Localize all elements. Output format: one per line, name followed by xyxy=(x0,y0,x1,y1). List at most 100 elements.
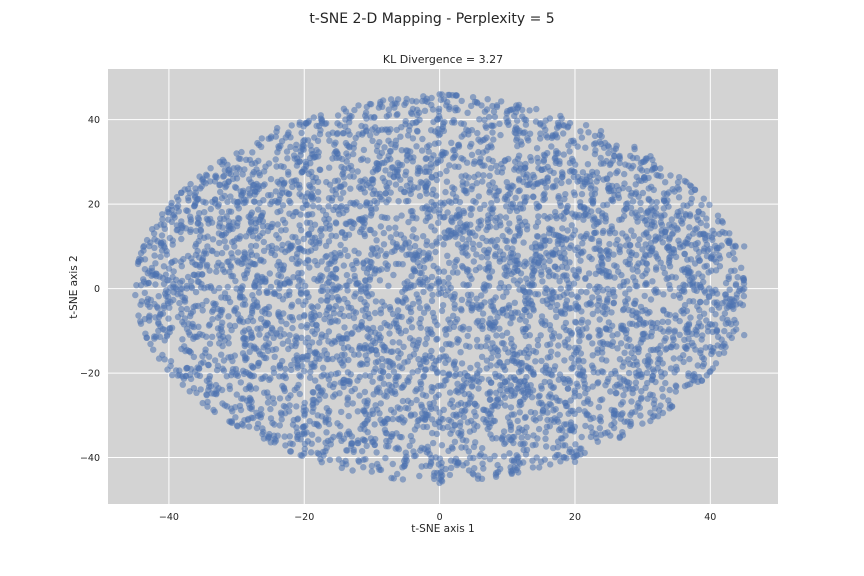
scatter-point xyxy=(316,339,323,346)
scatter-point xyxy=(469,94,477,101)
scatter-point xyxy=(320,371,327,378)
scatter-point xyxy=(413,127,421,135)
scatter-point xyxy=(401,286,409,293)
scatter-point xyxy=(726,251,733,259)
scatter-point xyxy=(490,136,497,143)
scatter-point xyxy=(608,226,616,233)
scatter-point xyxy=(311,234,319,241)
scatter-point xyxy=(532,358,539,365)
scatter-point xyxy=(559,173,566,181)
scatter-point xyxy=(386,171,394,178)
scatter-point xyxy=(326,164,333,171)
scatter-point xyxy=(321,315,328,323)
scatter-point xyxy=(365,292,372,300)
scatter-point xyxy=(318,258,325,265)
scatter-point xyxy=(358,322,365,329)
scatter-point xyxy=(732,243,739,250)
scatter-point xyxy=(245,415,252,423)
scatter-point xyxy=(549,250,557,257)
scatter-point xyxy=(285,240,292,247)
scatter-point xyxy=(204,243,211,250)
scatter-point xyxy=(675,194,683,201)
scatter-point xyxy=(241,249,248,256)
scatter-point xyxy=(451,146,458,154)
scatter-point xyxy=(242,355,249,362)
scatter-point xyxy=(509,467,516,474)
scatter-point xyxy=(704,328,712,335)
scatter-point xyxy=(507,426,515,433)
scatter-point xyxy=(477,222,484,229)
scatter-point xyxy=(286,433,293,440)
scatter-point xyxy=(508,253,515,261)
scatter-point xyxy=(360,223,367,231)
scatter-point xyxy=(457,226,464,233)
scatter-point xyxy=(461,390,468,398)
scatter-point xyxy=(409,158,416,165)
scatter-point xyxy=(514,142,521,150)
scatter-point xyxy=(535,213,542,220)
chart-title: t-SNE 2-D Mapping - Perplexity = 5 xyxy=(309,11,554,27)
scatter-point xyxy=(250,364,257,371)
scatter-point xyxy=(254,420,262,427)
scatter-point xyxy=(211,357,219,364)
scatter-point xyxy=(325,355,332,363)
scatter-point xyxy=(473,295,480,302)
scatter-point xyxy=(546,257,553,265)
scatter-point xyxy=(404,405,412,412)
scatter-point xyxy=(519,113,526,120)
scatter-point xyxy=(324,280,331,287)
scatter-point xyxy=(470,443,478,450)
scatter-point xyxy=(211,178,219,185)
scatter-point xyxy=(302,407,309,414)
scatter-point xyxy=(330,310,338,317)
scatter-point xyxy=(596,246,603,253)
scatter-point xyxy=(550,366,558,374)
scatter-point xyxy=(663,244,671,251)
scatter-point xyxy=(449,426,456,434)
scatter-point xyxy=(639,214,646,222)
scatter-point xyxy=(377,223,384,230)
scatter-point xyxy=(296,121,303,128)
scatter-point xyxy=(203,297,210,305)
scatter-point xyxy=(317,127,324,134)
scatter-point xyxy=(471,158,478,165)
scatter-point xyxy=(309,304,317,311)
scatter-point xyxy=(279,296,287,303)
scatter-point xyxy=(637,199,644,206)
scatter-point xyxy=(440,406,447,413)
scatter-point xyxy=(202,171,210,178)
scatter-point xyxy=(417,381,425,388)
scatter-point xyxy=(178,345,185,353)
scatter-point xyxy=(637,303,645,311)
scatter-point xyxy=(356,345,363,352)
scatter-point xyxy=(428,416,436,423)
scatter-point xyxy=(334,293,341,301)
scatter-point xyxy=(407,316,415,323)
scatter-point xyxy=(431,227,438,234)
scatter-point xyxy=(175,196,182,204)
scatter-point xyxy=(484,216,491,223)
scatter-point xyxy=(610,410,618,417)
scatter-point xyxy=(146,317,153,324)
scatter-point xyxy=(736,300,744,307)
scatter-point xyxy=(143,298,150,305)
scatter-point xyxy=(323,310,330,318)
scatter-point xyxy=(407,176,414,183)
scatter-point xyxy=(355,351,362,358)
scatter-point xyxy=(628,398,635,405)
scatter-point xyxy=(485,282,493,290)
scatter-point xyxy=(491,308,498,315)
scatter-point xyxy=(535,158,542,166)
scatter-point xyxy=(314,178,322,186)
scatter-point xyxy=(373,160,381,167)
scatter-point xyxy=(491,113,499,121)
scatter-point xyxy=(712,311,719,318)
scatter-point xyxy=(272,188,280,195)
scatter-point xyxy=(411,426,419,433)
scatter-point xyxy=(497,213,504,220)
scatter-point xyxy=(476,322,483,329)
scatter-point xyxy=(481,116,488,124)
scatter-point xyxy=(309,401,316,409)
scatter-point xyxy=(570,139,578,147)
scatter-point xyxy=(438,91,446,98)
